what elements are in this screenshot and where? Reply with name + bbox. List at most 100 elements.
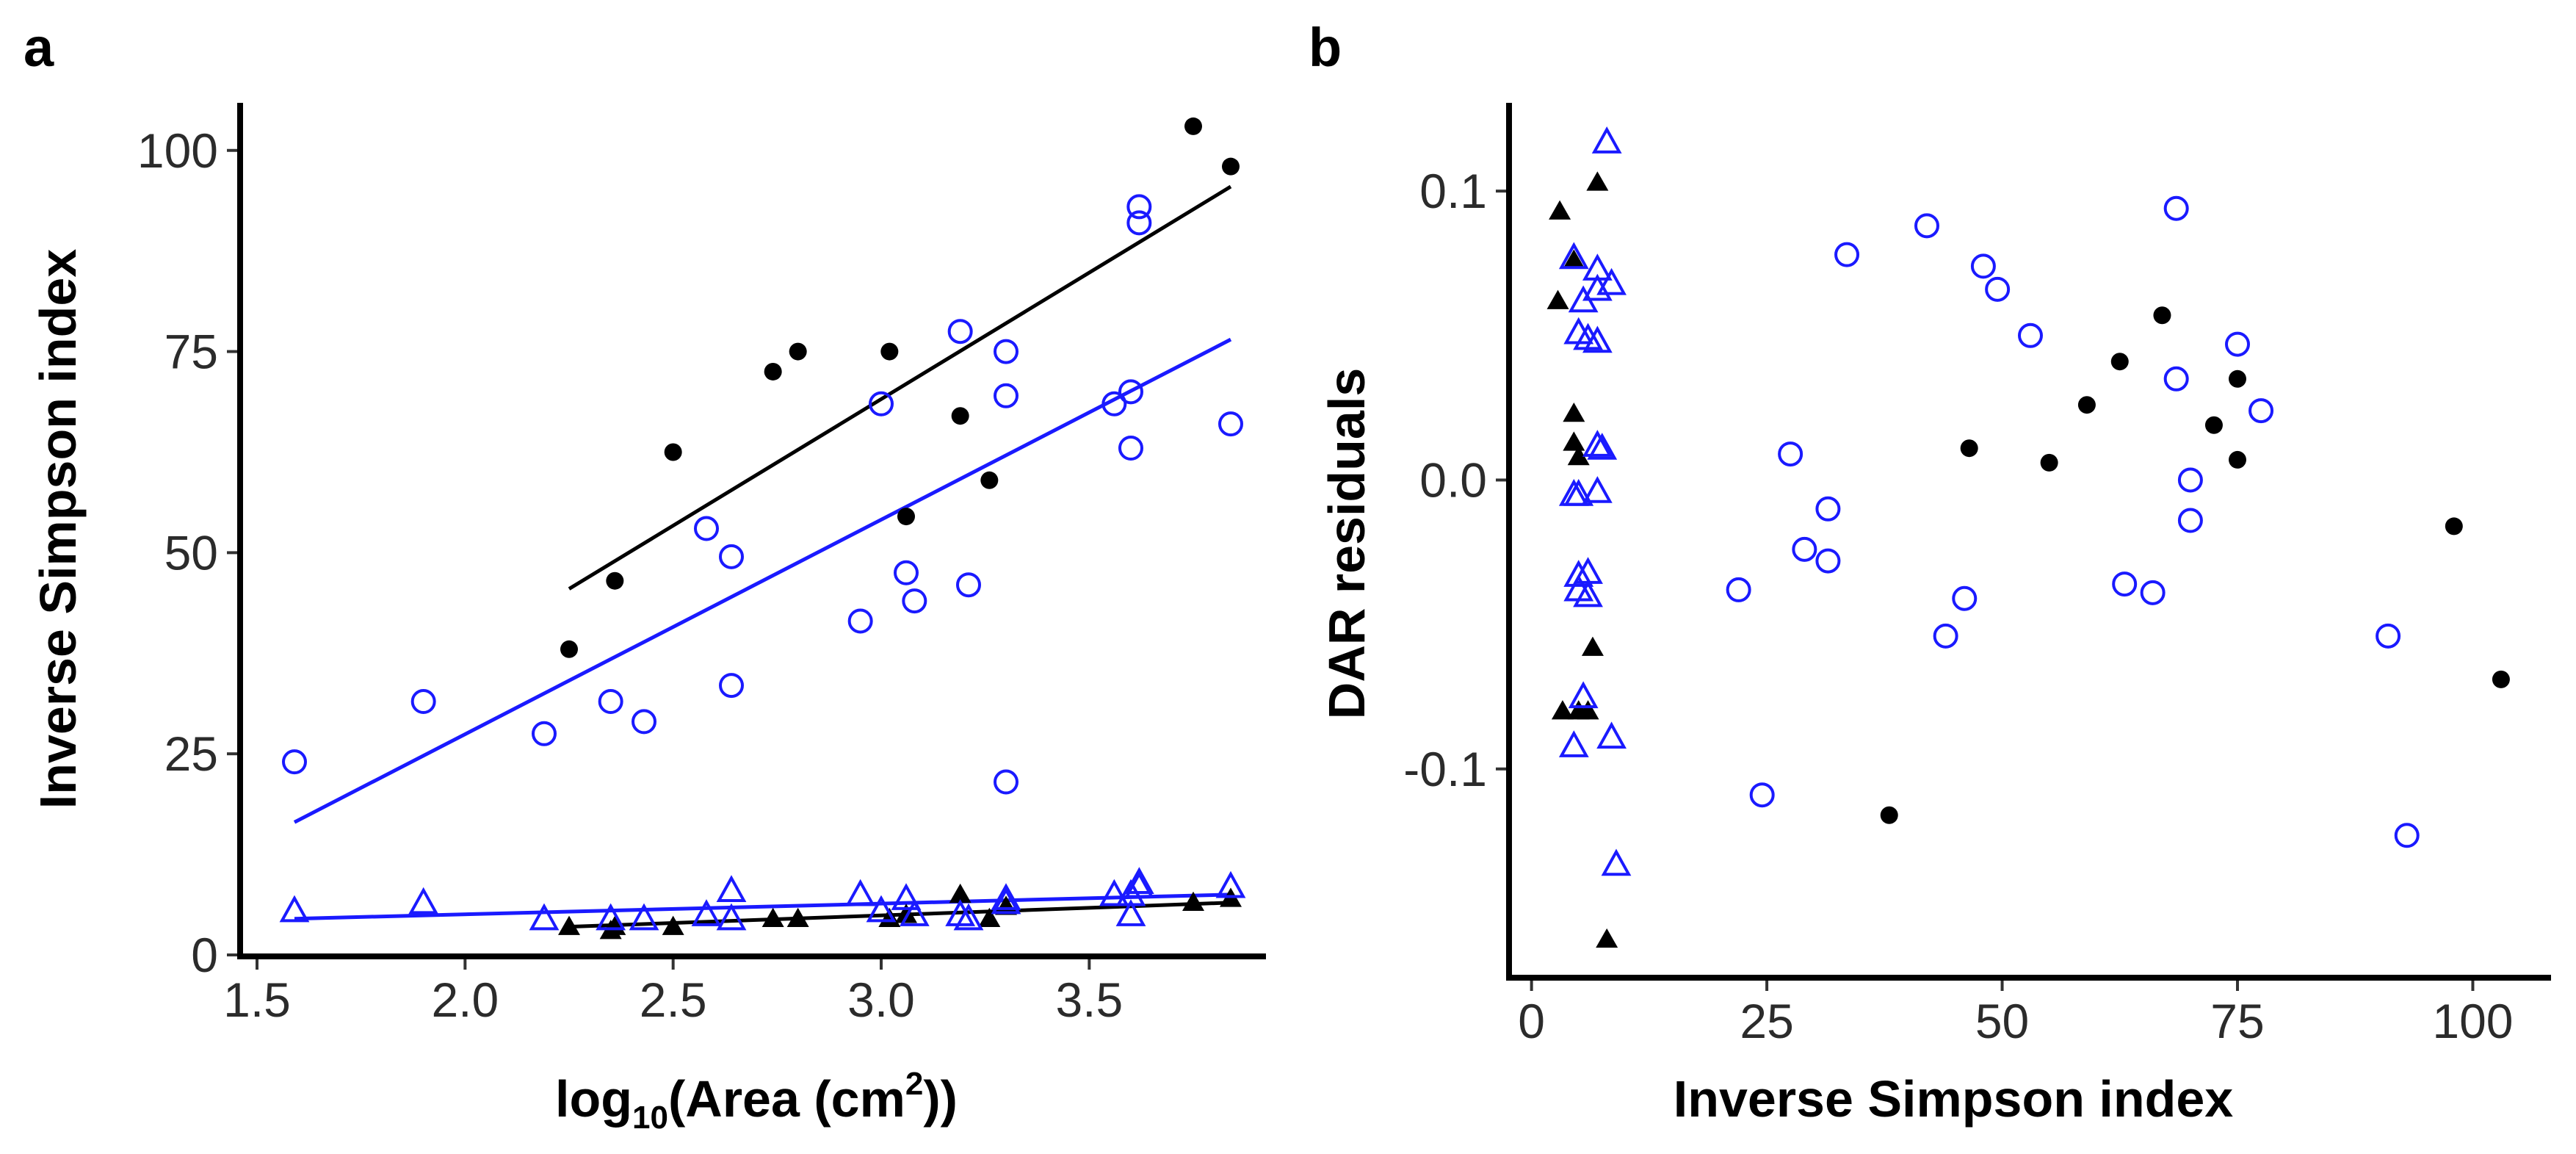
panel-a-y-ticks: 0 25 50 75 100: [137, 123, 237, 982]
y-tick-label: 25: [164, 726, 218, 781]
point-open-triangle: [408, 887, 439, 915]
y-tick-label: 0.0: [1419, 452, 1487, 507]
point-filled-triangle: [1586, 171, 1609, 191]
panel-a-x-ticks: 1.5 2.0 2.5 3.0 3.5: [223, 959, 1123, 1027]
point-open-circle: [2394, 823, 2420, 848]
x-tick-label: 2.0: [431, 973, 499, 1027]
point-filled-circle: [980, 471, 999, 489]
point-filled-circle: [2110, 353, 2129, 371]
point-open-circle: [1726, 577, 1751, 602]
point-open-triangle: [1215, 870, 1246, 898]
x-tick-label: 1.5: [223, 973, 291, 1027]
point-filled-circle: [951, 407, 969, 425]
point-open-triangle: [1582, 430, 1613, 457]
point-open-circle: [1815, 548, 1841, 574]
point-open-triangle: [945, 899, 976, 926]
point-filled-circle: [2204, 416, 2223, 434]
panel-a-points: [279, 117, 1246, 940]
point-open-circle: [2225, 331, 2250, 357]
point-open-triangle: [1099, 879, 1129, 906]
point-filled-triangle: [761, 907, 784, 927]
x-tick-label: 25: [1740, 994, 1793, 1048]
x-tick-label: 3.5: [1055, 973, 1123, 1027]
y-tick-label: 0.1: [1419, 164, 1487, 218]
point-filled-triangle: [786, 907, 809, 927]
y-tick-label: -0.1: [1403, 742, 1487, 796]
point-open-triangle: [1591, 126, 1622, 154]
point-filled-circle: [2077, 396, 2096, 414]
x-tick-label: 0: [1518, 994, 1545, 1048]
point-open-circle: [282, 749, 307, 775]
point-filled-triangle: [604, 915, 626, 935]
point-open-circle: [2018, 322, 2043, 348]
point-filled-circle: [664, 443, 682, 461]
point-open-circle: [947, 319, 973, 345]
point-filled-triangle: [1551, 700, 1574, 720]
point-open-circle: [994, 339, 1019, 364]
point-filled-triangle: [978, 907, 1001, 927]
point-filled-circle: [2445, 517, 2463, 535]
point-open-triangle: [1563, 317, 1594, 345]
point-open-circle: [1815, 496, 1841, 522]
point-filled-circle: [789, 342, 807, 361]
point-open-circle: [1952, 585, 1978, 611]
point-open-triangle: [629, 903, 659, 931]
y-tick-label: 100: [137, 123, 218, 178]
point-open-triangle: [596, 903, 626, 931]
point-open-circle: [1101, 391, 1127, 416]
point-open-triangle: [1124, 870, 1154, 898]
point-open-triangle: [1563, 560, 1594, 587]
point-open-circle: [902, 588, 927, 614]
point-filled-triangle: [1563, 403, 1585, 422]
point-filled-circle: [2229, 450, 2246, 469]
point-filled-circle: [1184, 117, 1202, 135]
point-open-circle: [2163, 366, 2189, 392]
point-open-triangle: [529, 903, 560, 931]
x-tick-label: 2.5: [640, 973, 707, 1027]
point-open-circle: [1126, 210, 1152, 236]
y-tick-label: 75: [164, 325, 218, 379]
point-open-circle: [2177, 508, 2203, 533]
point-open-circle: [1914, 213, 1939, 239]
point-open-triangle: [991, 887, 1021, 915]
point-open-circle: [2248, 398, 2274, 424]
point-open-circle: [2177, 467, 2203, 493]
panel-b-x-title: Inverse Simpson index: [1674, 1070, 2234, 1128]
point-filled-circle: [560, 640, 578, 658]
point-open-triangle: [1115, 899, 1146, 926]
point-filled-circle: [2040, 453, 2058, 472]
point-open-circle: [1933, 623, 1958, 649]
point-open-circle: [1118, 436, 1143, 461]
point-filled-triangle: [1563, 431, 1585, 451]
point-filled-circle: [2153, 306, 2171, 325]
point-filled-circle: [2492, 670, 2510, 688]
point-filled-circle: [764, 362, 782, 381]
point-filled-triangle: [878, 907, 901, 927]
point-filled-circle: [1960, 439, 1978, 458]
point-open-triangle: [691, 899, 722, 926]
regression-line: [568, 184, 1232, 591]
point-open-circle: [2112, 571, 2138, 597]
y-tick-label: 0: [191, 928, 218, 982]
point-open-circle: [2376, 623, 2401, 649]
panel-b: b 0 25 50 75 100 -0.1 0.0 0.1 Inverse Simpson …: [1309, 17, 2551, 1128]
point-open-circle: [2140, 580, 2166, 605]
point-filled-triangle: [1549, 200, 1571, 220]
point-open-triangle: [845, 879, 876, 906]
regression-line: [293, 337, 1232, 824]
point-open-triangle: [953, 903, 984, 931]
panel-a: a 1.5 2.0 2.5 3.0 3.5 0 25 50 75 100 log10(Area …: [23, 17, 1266, 1136]
point-open-circle: [632, 709, 656, 735]
point-open-circle: [1970, 253, 1996, 279]
point-open-triangle: [1587, 433, 1618, 460]
point-open-triangle: [716, 875, 747, 902]
point-open-circle: [719, 673, 744, 699]
point-open-circle: [694, 516, 719, 541]
point-open-triangle: [1124, 867, 1154, 895]
point-open-triangle: [1601, 848, 1632, 876]
point-open-triangle: [1568, 681, 1599, 709]
point-filled-triangle: [1182, 891, 1204, 912]
regression-line: [294, 892, 1231, 921]
point-open-circle: [1834, 242, 1860, 267]
point-open-triangle: [1573, 580, 1603, 607]
